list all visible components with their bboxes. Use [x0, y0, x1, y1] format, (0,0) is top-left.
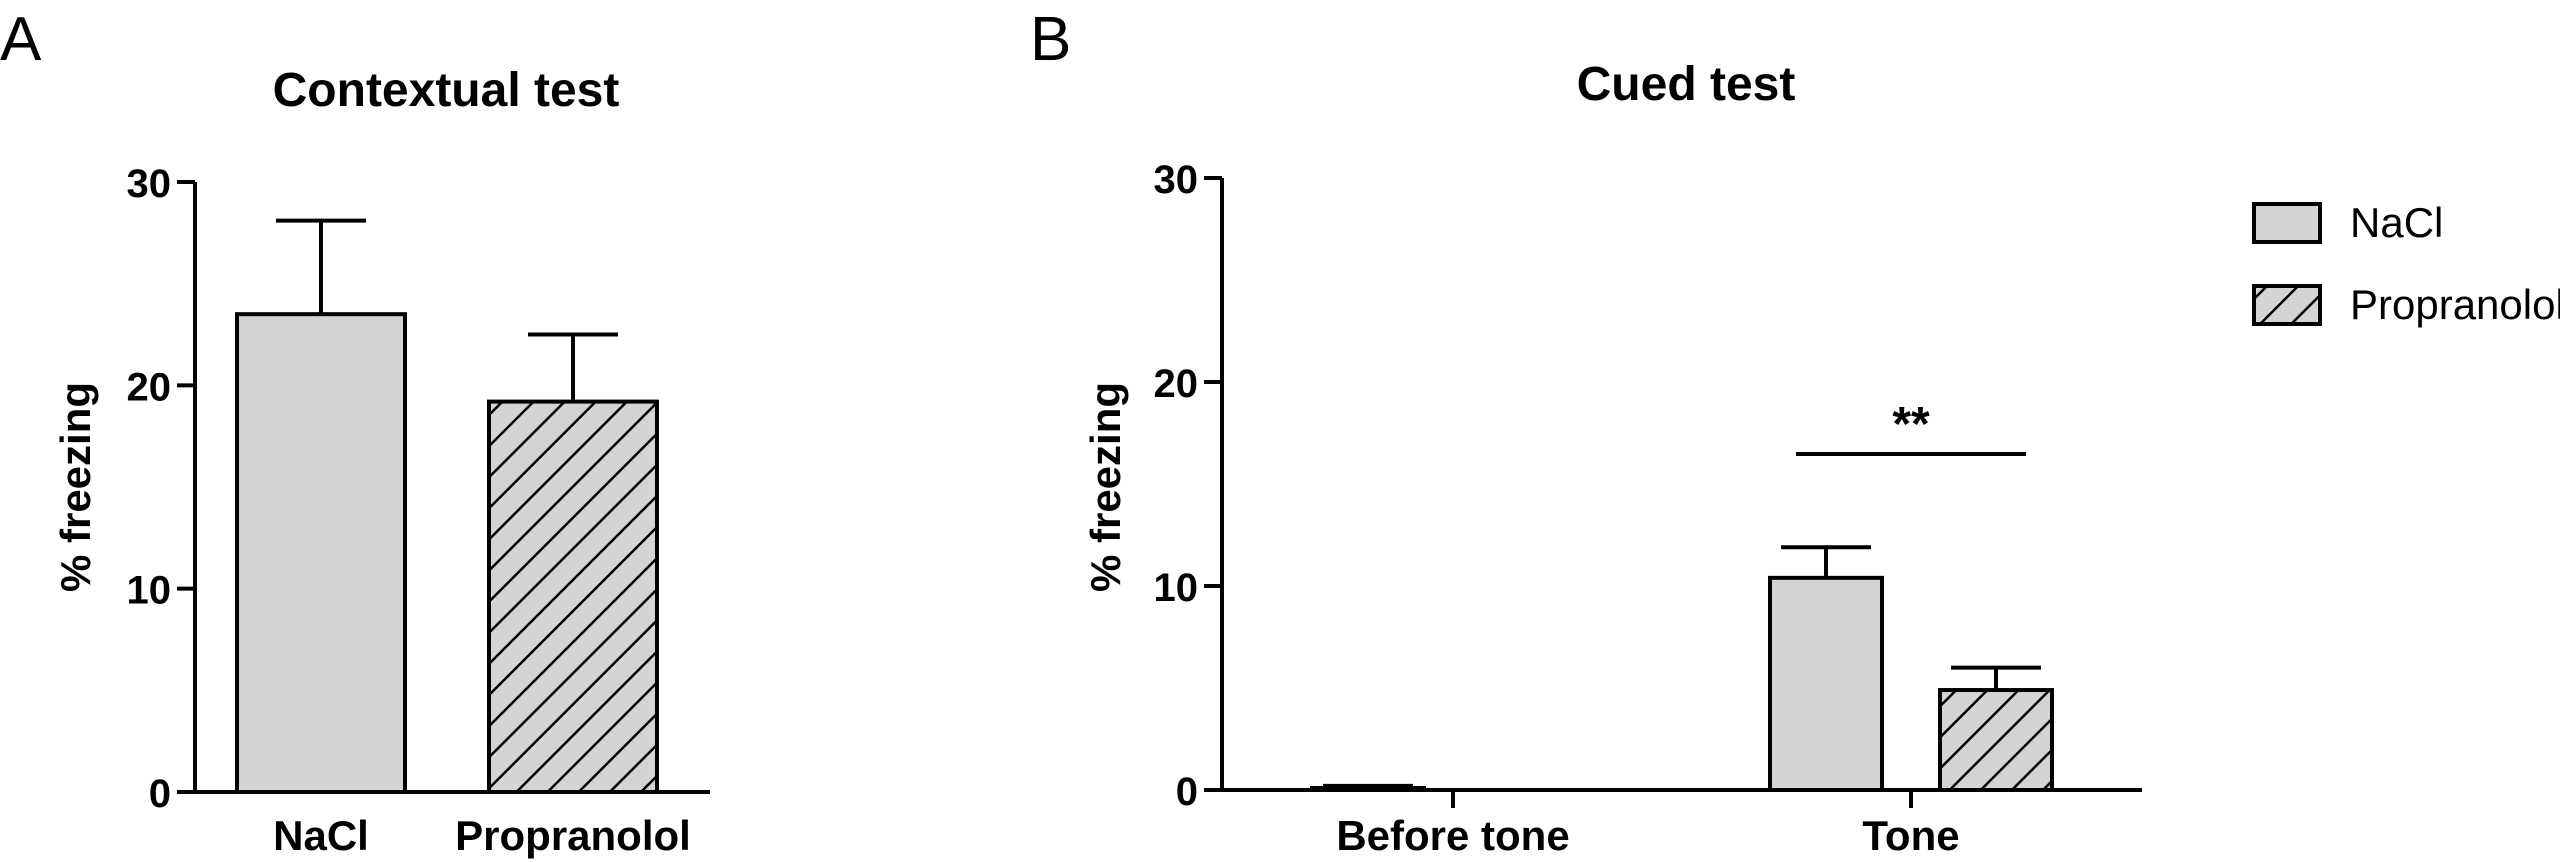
panel-b-x-tick-label: Tone: [1862, 812, 1959, 859]
panel-b-bar: [1768, 575, 1884, 793]
panel-b-ytick-label: 20: [1154, 362, 1199, 406]
panel-b-title: Cued test: [1577, 58, 1796, 111]
panel-b-ylabel: % freezing: [1082, 382, 1129, 592]
legend-swatch: [2252, 202, 2322, 244]
panel-a-label: A: [0, 5, 42, 74]
panel-a-ytick-label: 30: [127, 162, 172, 206]
panel-a-ytick-label: 20: [127, 365, 172, 409]
panel-a-ytick-label: 10: [127, 569, 172, 613]
panel-b-ytick-label: 0: [1176, 770, 1198, 814]
panel-b-bar: [1938, 688, 2054, 792]
panel-b-label: B: [1030, 5, 1071, 74]
panel-a-ylabel: % freezing: [52, 382, 99, 592]
panel-b-ytick-label: 10: [1154, 566, 1199, 610]
panel-a-x-tick-label: NaCl: [273, 812, 369, 859]
panel-b-x-tick-label: Before tone: [1336, 812, 1569, 859]
panel-b-ytick-label: 30: [1154, 158, 1199, 202]
legend-swatch: [2252, 284, 2322, 326]
panel-b: B Cued test % freezing 0 10 20 30 Before to…: [1030, 5, 2560, 859]
panel-a-bar: [487, 399, 659, 794]
panel-a-x-tick-label: Propranolol: [455, 812, 691, 859]
panel-a-title: Contextual test: [273, 64, 620, 117]
panel-b-significance-label: **: [1892, 398, 1930, 451]
panel-a-bar: [235, 312, 407, 794]
panel-a-ytick-label: 0: [149, 772, 171, 816]
legend-label: Propranolol: [2350, 281, 2560, 328]
panel-a: A Contextual test % freezing 0 10 20 30 NaC…: [0, 5, 710, 859]
legend-label: NaCl: [2350, 199, 2443, 246]
